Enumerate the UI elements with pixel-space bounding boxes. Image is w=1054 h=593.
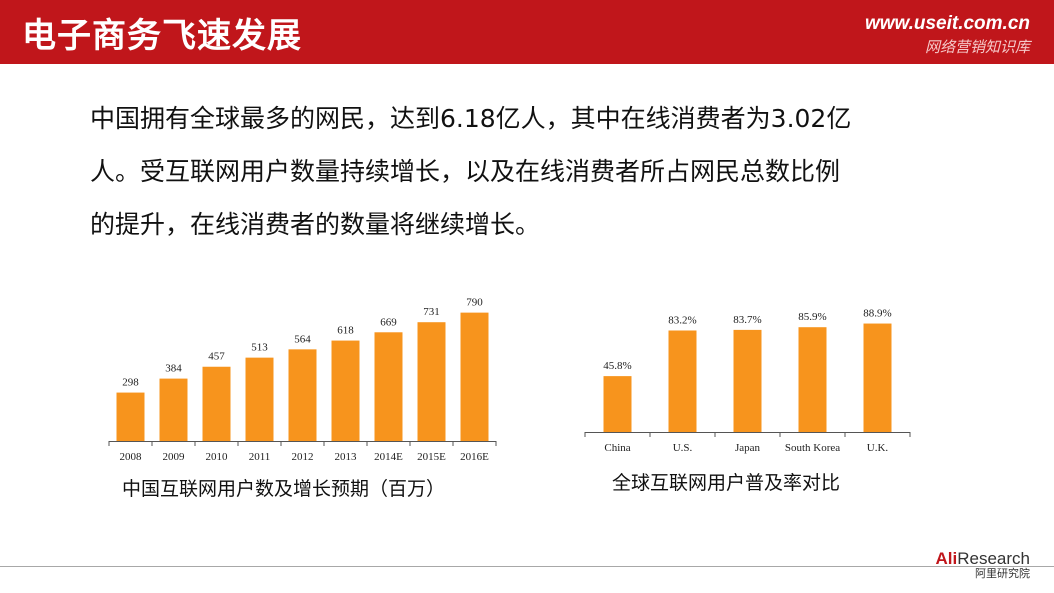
logo-subtitle: 阿里研究院 (975, 567, 1030, 580)
penetration-bar (798, 327, 827, 432)
site-url: www.useit.com.cn (864, 13, 1030, 34)
paragraph-line: 中国拥有全球最多的网民，达到6.18亿人，其中在线消费者为3.02亿 (90, 104, 852, 133)
users-data-label: 298 (122, 377, 139, 389)
penetration-bar (863, 323, 892, 432)
footer-divider (0, 566, 1054, 567)
site-name: 网络营销知识库 (924, 38, 1030, 56)
users-category-label: 2008 (120, 451, 143, 463)
penetration-data-label: 88.9% (863, 308, 891, 320)
logo-research-text: Research (957, 549, 1030, 568)
aliresearch-logo: AliResearch 阿里研究院 (936, 550, 1031, 580)
users-bar (331, 340, 360, 441)
users-category-label: 2010 (206, 451, 229, 463)
users-bar (374, 332, 403, 441)
users-bar (460, 312, 489, 441)
penetration-data-label: 45.8% (603, 360, 631, 372)
paragraph-line: 的提升，在线消费者的数量将继续增长。 (90, 210, 541, 239)
users-bar (116, 392, 145, 441)
penetration-data-label: 85.9% (798, 311, 826, 323)
users-bar (159, 378, 188, 441)
users-category-label: 2011 (249, 451, 271, 463)
users-category-label: 2015E (417, 451, 446, 463)
page-title: 电子商务飞速发展 (22, 16, 302, 56)
users-data-label: 731 (423, 306, 440, 318)
users-bar (202, 366, 231, 441)
users-data-label: 384 (165, 363, 182, 375)
penetration-data-label: 83.2% (668, 314, 696, 326)
users-category-label: 2013 (335, 451, 358, 463)
penetration-bar (733, 329, 762, 432)
users-data-label: 669 (380, 316, 397, 328)
penetration-chart-title: 全球互联网用户普及率对比 (612, 472, 841, 494)
penetration-bar (603, 376, 632, 432)
intro-paragraph: 中国拥有全球最多的网民，达到6.18亿人，其中在线消费者为3.02亿 人。受互联… (90, 92, 890, 251)
users-category-label: 2012 (292, 451, 314, 463)
penetration-category-label: U.K. (867, 442, 889, 454)
logo-ali-text: Ali (935, 549, 958, 568)
penetration-category-label: South Korea (785, 442, 840, 454)
penetration-category-label: U.S. (673, 442, 693, 454)
users-bar (417, 322, 446, 441)
penetration-category-label: Japan (735, 442, 761, 454)
users-bar (288, 349, 317, 441)
users-category-label: 2014E (374, 451, 403, 463)
penetration-category-label: China (604, 442, 630, 454)
users-data-label: 564 (294, 333, 311, 345)
users-category-label: 2016E (460, 451, 489, 463)
users-data-label: 618 (337, 325, 354, 337)
users-bar (245, 357, 274, 441)
users-category-label: 2009 (163, 451, 186, 463)
users-data-label: 790 (466, 297, 483, 309)
title-bar: 电子商务飞速发展 www.useit.com.cn 网络营销知识库 (0, 0, 1054, 64)
penetration-data-label: 83.7% (733, 314, 761, 326)
penetration-bar (668, 330, 697, 432)
users-data-label: 513 (251, 342, 268, 354)
paragraph-line: 人。受互联网用户数量持续增长，以及在线消费者所占网民总数比例 (90, 157, 841, 186)
china-users-chart-title: 中国互联网用户数及增长预期（百万） (122, 478, 446, 500)
users-data-label: 457 (208, 351, 225, 363)
